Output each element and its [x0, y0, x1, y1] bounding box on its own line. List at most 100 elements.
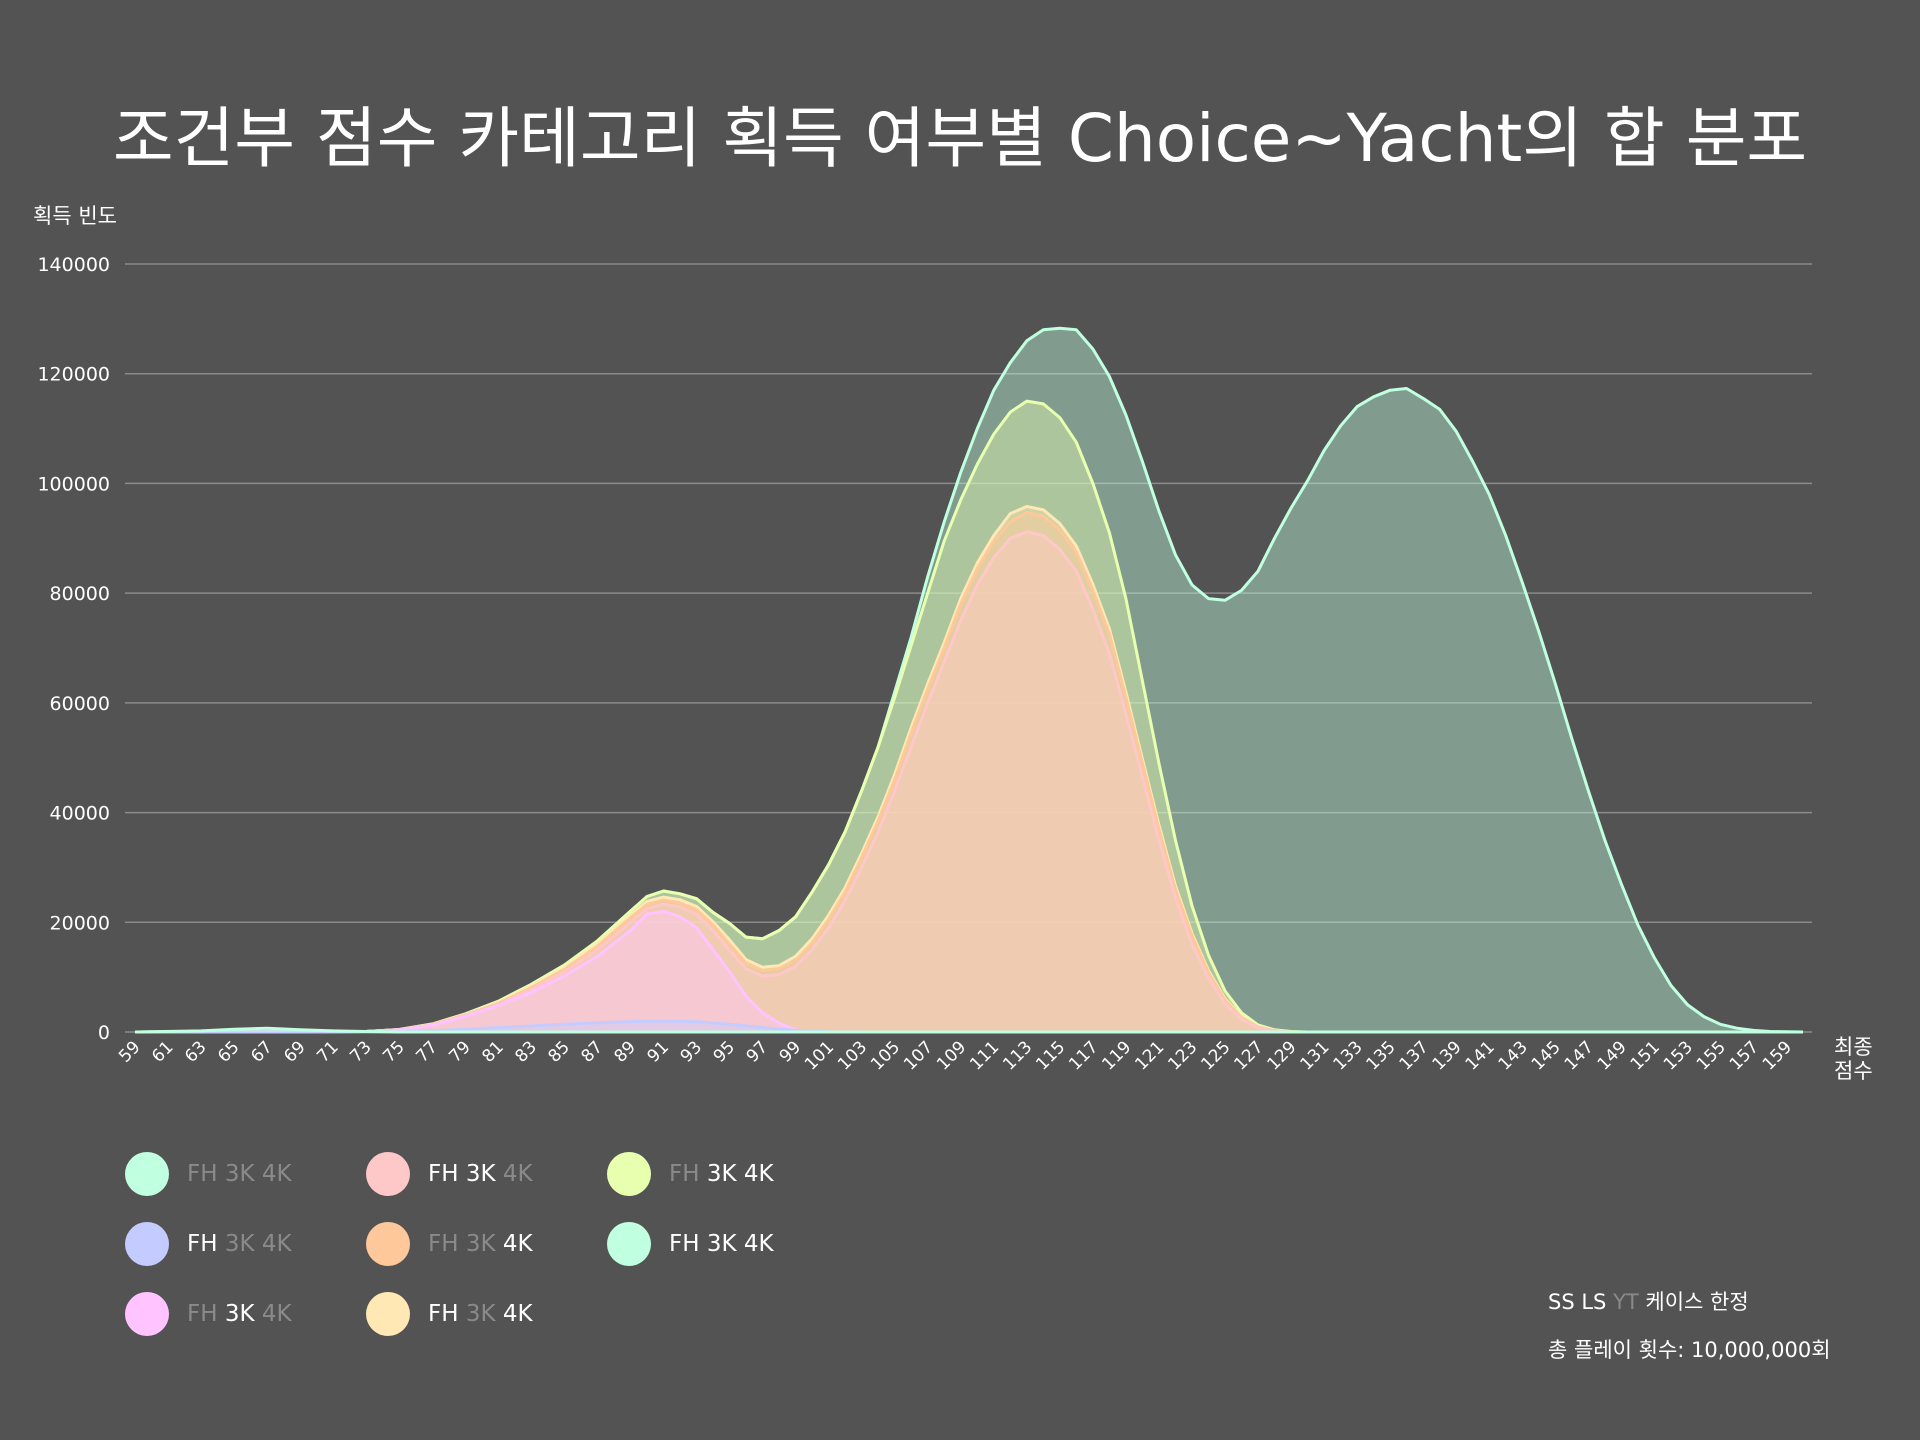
series-line — [134, 399, 1803, 1034]
legend-token: 3K — [699, 1231, 737, 1257]
series-line — [134, 1026, 1803, 1034]
series-line — [134, 909, 1803, 1034]
legend-item: FH 3K 4K — [366, 1220, 533, 1268]
legend-swatch — [366, 1292, 410, 1336]
x-tick-label: 111 — [966, 1037, 1003, 1074]
x-axis-label: 최종 점수 — [1834, 1035, 1873, 1083]
x-tick-label: 85 — [544, 1037, 573, 1066]
x-tick-label: 147 — [1561, 1037, 1598, 1074]
x-tick-label: 93 — [677, 1037, 706, 1066]
series-area — [135, 506, 1803, 1032]
legend-token: 3K — [458, 1161, 496, 1187]
legend-token: 4K — [736, 1161, 774, 1187]
x-tick-label: 105 — [867, 1037, 904, 1074]
legend-swatch — [366, 1152, 410, 1196]
legend-token: 4K — [495, 1161, 533, 1187]
x-tick-label: 101 — [801, 1037, 838, 1074]
x-tick-label: 65 — [214, 1037, 243, 1066]
x-tick-label: 119 — [1098, 1037, 1135, 1074]
legend-token: 3K — [217, 1161, 255, 1187]
legend-token: FH — [669, 1231, 700, 1257]
x-tick-label: 107 — [900, 1037, 937, 1074]
series-area — [135, 512, 1803, 1032]
case-suffix: 케이스 한정 — [1645, 1290, 1749, 1314]
legend-token: 3K — [458, 1231, 496, 1257]
x-tick-label: 95 — [710, 1037, 739, 1066]
legend-label: FH 3K 4K — [428, 1231, 533, 1257]
series-area — [135, 1028, 1803, 1032]
series-line — [134, 511, 1803, 1034]
legend-swatch — [607, 1222, 651, 1266]
x-tick-label: 75 — [379, 1037, 408, 1066]
legend-token: 3K — [699, 1161, 737, 1187]
x-tick-label: 157 — [1726, 1037, 1763, 1074]
legend-item: FH 3K 4K — [607, 1220, 774, 1268]
case-token: LS — [1581, 1290, 1614, 1314]
legend-token: 4K — [736, 1231, 774, 1257]
x-tick-label: 141 — [1462, 1037, 1499, 1074]
legend-swatch — [607, 1152, 651, 1196]
x-tick-label: 103 — [834, 1037, 871, 1074]
x-tick-label: 115 — [1032, 1037, 1069, 1074]
x-tick-label: 63 — [181, 1037, 210, 1066]
x-tick-label: 79 — [445, 1037, 474, 1066]
x-tick-label: 125 — [1197, 1037, 1234, 1074]
x-tick-label: 139 — [1429, 1037, 1466, 1074]
legend-item: FH 3K 4K — [607, 1150, 774, 1198]
legend-label: FH 3K 4K — [428, 1301, 533, 1327]
legend-token: FH — [187, 1301, 218, 1327]
case-tokens: SS LS YT — [1548, 1290, 1645, 1314]
x-tick-label: 99 — [776, 1037, 805, 1066]
x-tick-label: 71 — [313, 1037, 342, 1066]
x-tick-label: 97 — [743, 1037, 772, 1066]
series-area — [135, 1021, 1803, 1032]
x-tick-label: 61 — [148, 1037, 177, 1066]
x-tick-label: 91 — [644, 1037, 673, 1066]
x-tick-label: 131 — [1297, 1037, 1334, 1074]
x-tick-label: 81 — [478, 1037, 507, 1066]
x-tick-label: 135 — [1363, 1037, 1400, 1074]
legend-item: FH 3K 4K — [366, 1150, 533, 1198]
x-tick-label: 77 — [412, 1037, 441, 1066]
legend-token: 4K — [254, 1231, 292, 1257]
legend-token: 3K — [458, 1301, 496, 1327]
case-token: SS — [1548, 1290, 1582, 1314]
x-tick-label: 159 — [1759, 1037, 1796, 1074]
legend-label: FH 3K 4K — [187, 1161, 292, 1187]
chart-title: 조건부 점수 카테고리 획득 여부별 Choice~Yacht의 합 분포 — [112, 100, 1808, 177]
legend-item: FH 3K 4K — [125, 1150, 292, 1198]
x-tick-label: 123 — [1164, 1037, 1201, 1074]
legend-swatch — [366, 1222, 410, 1266]
series-area — [135, 401, 1803, 1033]
legend-label: FH 3K 4K — [187, 1231, 292, 1257]
y-tick-label: 100000 — [37, 473, 110, 495]
x-tick-label: 155 — [1693, 1037, 1730, 1074]
x-tick-label: 129 — [1263, 1037, 1300, 1074]
y-tick-label: 140000 — [37, 254, 110, 276]
legend-swatch — [125, 1152, 169, 1196]
x-tick-labels: 59 61 63 65 67 69 71 73 75 77 79 81 83 85 87 89 91 93 95 97… — [115, 1037, 1796, 1074]
x-tick-label: 69 — [280, 1037, 309, 1066]
legend-item: FH 3K 4K — [125, 1220, 292, 1268]
series-area — [135, 911, 1803, 1032]
legend-token: FH — [187, 1161, 218, 1187]
x-tick-label: 113 — [999, 1037, 1036, 1074]
y-tick-label: 120000 — [37, 364, 110, 386]
x-tick-label: 117 — [1065, 1037, 1102, 1074]
y-tick-label: 80000 — [50, 583, 110, 605]
x-tick-label: 59 — [115, 1037, 144, 1066]
legend-token: FH — [428, 1231, 459, 1257]
y-axis-label: 획득 빈도 — [33, 204, 117, 228]
series-area — [135, 531, 1803, 1032]
x-tick-label: 153 — [1660, 1037, 1697, 1074]
total-plays-note: 총 플레이 횟수: 10,000,000회 — [1548, 1338, 1831, 1362]
y-tick-label: 40000 — [50, 803, 110, 825]
x-tick-label: 83 — [511, 1037, 540, 1066]
x-tick-label: 127 — [1230, 1037, 1267, 1074]
legend-token: 4K — [495, 1301, 533, 1327]
y-tick-label: 20000 — [50, 912, 110, 934]
legend-token: 4K — [495, 1231, 533, 1257]
x-tick-label: 121 — [1131, 1037, 1168, 1074]
series-line — [134, 530, 1803, 1034]
legend-token: 4K — [254, 1161, 292, 1187]
